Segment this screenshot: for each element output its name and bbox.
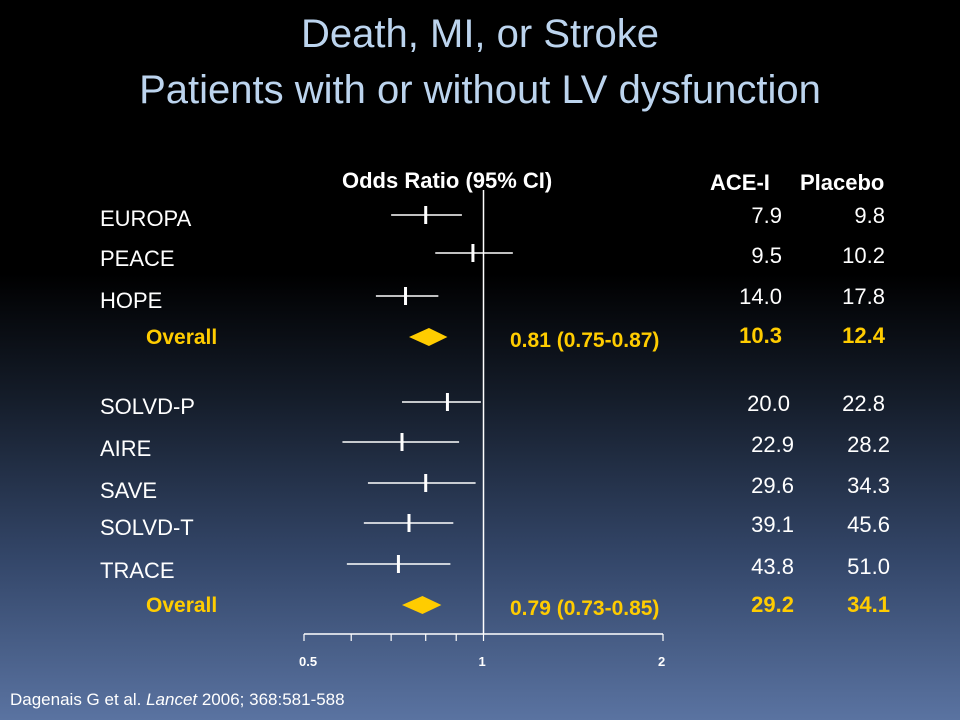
acei-value: 9.5 [751,243,782,268]
placebo-overall-value: 34.1 [847,592,890,617]
placebo-value: 45.6 [847,512,890,537]
placebo-value: 17.8 [842,284,885,309]
overall-diamond [409,328,448,346]
acei-value: 29.6 [751,473,794,498]
citation-journal: Lancet [146,690,198,709]
odds-ratio-header: Odds Ratio (95% CI) [342,168,553,193]
acei-value: 20.0 [747,391,790,416]
study-label-aire: AIRE [100,436,152,461]
placebo-value: 9.8 [854,203,885,228]
placebo-value: 28.2 [847,432,890,457]
acei-header: ACE-I [710,170,770,195]
x-tick-label: 1 [479,654,486,669]
acei-overall-value: 10.3 [739,323,782,348]
citation-authors: Dagenais G et al. [10,690,147,709]
placebo-value: 51.0 [847,554,890,579]
chart-subtitle: Patients with or without LV dysfunction [139,68,821,112]
study-label-peace: PEACE [100,246,175,271]
overall-label-group2: Overall [146,594,218,617]
x-tick-label: 0.5 [299,654,317,669]
placebo-value: 22.8 [842,391,885,416]
study-label-hope: HOPE [100,288,163,313]
overall-ci-text-group2: 0.79 (0.73-0.85) [510,597,660,620]
citation: Dagenais G et al. Lancet 2006; 368:581-5… [10,690,345,710]
placebo-value: 10.2 [842,243,885,268]
citation-details: 2006; 368:581-588 [197,690,345,709]
overall-label-group1: Overall [146,326,218,349]
placebo-overall-value: 12.4 [842,323,885,348]
overall-diamond [402,596,442,614]
acei-value: 43.8 [751,554,794,579]
placebo-header: Placebo [800,170,885,195]
acei-value: 22.9 [751,432,794,457]
study-label-solvd-p: SOLVD-P [100,394,195,419]
study-label-trace: TRACE [100,558,175,583]
chart-title: Death, MI, or Stroke [301,12,659,56]
x-tick-label: 2 [658,654,665,669]
acei-value: 39.1 [751,512,794,537]
study-label-save: SAVE [100,478,158,503]
placebo-value: 34.3 [847,473,890,498]
acei-overall-value: 29.2 [751,592,794,617]
study-label-solvd-t: SOLVD-T [100,515,194,540]
overall-ci-text-group1: 0.81 (0.75-0.87) [510,329,660,352]
acei-value: 14.0 [739,284,782,309]
study-label-europa: EUROPA [100,206,192,231]
acei-value: 7.9 [751,203,782,228]
